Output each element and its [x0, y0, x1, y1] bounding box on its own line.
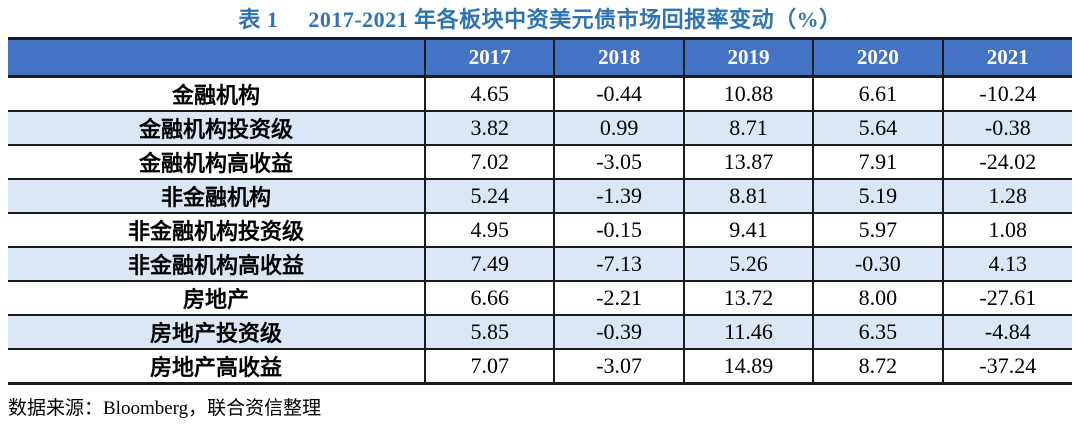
row-label: 房地产 [8, 280, 426, 315]
source-note: 数据来源：Bloomberg，联合资信整理 [8, 398, 322, 419]
row-label: 非金融机构投资级 [8, 212, 426, 247]
row-label: 非金融机构 [8, 178, 426, 213]
cell-value: 13.72 [682, 280, 814, 315]
cell-value: -1.39 [553, 178, 684, 213]
table-caption-title: 2017-2021 年各板块中资美元债市场回报率变动（%） [308, 7, 842, 32]
cell-value: 11.46 [682, 314, 814, 349]
cell-value: -27.61 [941, 280, 1072, 315]
table-caption: 表 1 2017-2021 年各板块中资美元债市场回报率变动（%） [0, 0, 1080, 36]
cell-value: 5.26 [682, 246, 814, 281]
cell-value: 4.13 [941, 246, 1072, 281]
table-row: 房地产高收益 7.07 -3.07 14.89 8.72 -37.24 [8, 348, 1072, 384]
cell-value: -10.24 [941, 76, 1072, 111]
cell-value: 4.65 [424, 76, 555, 111]
cell-value: -4.84 [941, 314, 1072, 349]
cell-value: 1.28 [941, 178, 1072, 213]
cell-value: 8.00 [812, 280, 943, 315]
returns-table: 2017 2018 2019 2020 2021 金融机构 4.65 -0.44… [8, 37, 1072, 385]
cell-value: 5.24 [424, 178, 555, 213]
cell-value: 9.41 [682, 212, 814, 247]
table-row: 金融机构 4.65 -0.44 10.88 6.61 -10.24 [8, 76, 1072, 111]
cell-value: 5.85 [424, 314, 555, 349]
cell-value: 6.35 [812, 314, 943, 349]
row-label: 房地产高收益 [8, 348, 426, 384]
row-label: 房地产投资级 [8, 314, 426, 349]
cell-value: -2.21 [553, 280, 684, 315]
cell-value: -0.38 [941, 110, 1072, 145]
cell-value: -0.39 [553, 314, 684, 349]
cell-value: 4.95 [424, 212, 555, 247]
table-row: 金融机构高收益 7.02 -3.05 13.87 7.91 -24.02 [8, 144, 1072, 179]
cell-value: -0.44 [553, 76, 684, 111]
year-header-2020: 2020 [812, 38, 943, 78]
cell-value: 6.61 [812, 76, 943, 111]
row-label: 金融机构 [172, 83, 261, 108]
cell-value: 13.87 [682, 144, 814, 179]
year-header-2017: 2017 [424, 38, 555, 78]
cell-value: 14.89 [682, 348, 814, 384]
cell-value: 7.91 [812, 144, 943, 179]
row-label: 金融机构高收益 [8, 144, 426, 179]
table-caption-number: 表 1 [238, 7, 279, 32]
cell-value: -3.07 [553, 348, 684, 384]
row-label: 非金融机构高收益 [8, 246, 426, 281]
cell-value: 5.97 [812, 212, 943, 247]
year-header-2021: 2021 [941, 38, 1072, 78]
cell-value: 6.66 [424, 280, 555, 315]
table-row: 房地产投资级 5.85 -0.39 11.46 6.35 -4.84 [8, 314, 1072, 349]
cell-value: -37.24 [941, 348, 1072, 384]
cell-value: -0.15 [553, 212, 684, 247]
table-row: 非金融机构投资级 4.95 -0.15 9.41 5.97 1.08 [8, 212, 1072, 247]
cell-value: -3.05 [553, 144, 684, 179]
table-row: 非金融机构高收益 7.49 -7.13 5.26 -0.30 4.13 [8, 246, 1072, 281]
table-row: 金融机构投资级 3.82 0.99 8.71 5.64 -0.38 [8, 110, 1072, 145]
cell-value: 5.19 [812, 178, 943, 213]
cell-value: -7.13 [553, 246, 684, 281]
cell-value: 0.99 [553, 110, 684, 145]
row-label: 金融机构投资级 [8, 110, 426, 145]
cell-value: -0.30 [812, 246, 943, 281]
cell-value: 5.64 [812, 110, 943, 145]
table-row: 非金融机构 5.24 -1.39 8.81 5.19 1.28 [8, 178, 1072, 213]
cell-value: 7.49 [424, 246, 555, 281]
cell-value: 7.02 [424, 144, 555, 179]
header-row: 2017 2018 2019 2020 2021 [8, 38, 1072, 78]
year-header-2018: 2018 [553, 38, 684, 78]
cell-value: 8.71 [682, 110, 814, 145]
cell-value: 8.81 [682, 178, 814, 213]
cell-value: 10.88 [682, 76, 814, 111]
table-row: 房地产 6.66 -2.21 13.72 8.00 -27.61 [8, 280, 1072, 315]
cell-value: 8.72 [812, 348, 943, 384]
cell-value: -24.02 [941, 144, 1072, 179]
cell-value: 7.07 [424, 348, 555, 384]
year-header-2019: 2019 [682, 38, 814, 78]
cell-value: 3.82 [424, 110, 555, 145]
header-cell-empty [8, 38, 426, 78]
cell-value: 1.08 [941, 212, 1072, 247]
